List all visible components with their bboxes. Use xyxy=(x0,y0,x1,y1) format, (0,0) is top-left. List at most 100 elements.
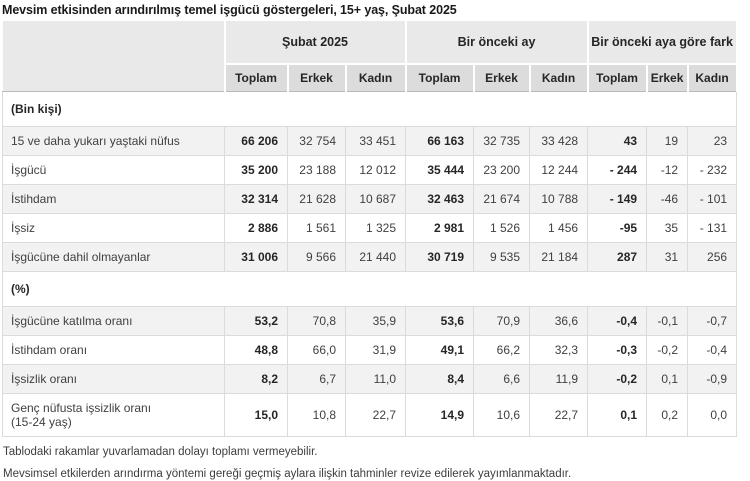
table-row: İşsiz 2 886 1 561 1 325 2 981 1 526 1 45… xyxy=(2,213,738,243)
value-cell: 36,6 xyxy=(529,306,589,336)
column-group-subat-2025: Şubat 2025 xyxy=(223,21,407,65)
value-cell: 22,7 xyxy=(529,393,589,437)
table-row: 15 ve daha yukarı yaştaki nüfus 66 206 3… xyxy=(2,126,738,156)
value-cell: 10 687 xyxy=(344,184,407,214)
value-cell: - 244 xyxy=(587,155,648,185)
value-cell: 6,6 xyxy=(473,364,531,394)
section-row-bin-kisi: (Bin kişi) xyxy=(1,91,738,127)
value-cell: 0,0 xyxy=(687,393,738,437)
footnotes: Tablodaki rakamlar yuvarlamadan dolayı t… xyxy=(2,445,742,481)
column-subheader: Erkek xyxy=(472,64,531,92)
row-label: İşsizlik oranı xyxy=(2,364,225,394)
table-row: İşgücüne katılma oranı 53,2 70,8 35,9 53… xyxy=(2,306,738,336)
value-cell: 12 244 xyxy=(529,155,589,185)
column-group-fark: Bir önceki aya göre fark xyxy=(586,21,738,65)
table-row: Genç nüfusta işsizlik oranı (15-24 yaş) … xyxy=(2,393,738,437)
value-cell: -0,1 xyxy=(646,306,689,336)
value-cell: 10 788 xyxy=(529,184,589,214)
value-cell: 70,9 xyxy=(473,306,531,336)
row-label: İstihdam oranı xyxy=(2,335,225,365)
value-cell: 0,2 xyxy=(646,393,689,437)
value-cell: 32 754 xyxy=(287,126,346,156)
footnote: Tablodaki rakamlar yuvarlamadan dolayı t… xyxy=(3,446,318,458)
value-cell: 66,0 xyxy=(287,335,346,365)
value-cell: 23 188 xyxy=(287,155,346,185)
value-cell: - 232 xyxy=(687,155,738,185)
table-row: İşgücü 35 200 23 188 12 012 35 444 23 20… xyxy=(2,155,738,185)
value-cell: -0,7 xyxy=(687,306,738,336)
value-cell: 35 444 xyxy=(405,155,475,185)
column-subheader: Toplam xyxy=(404,64,475,92)
value-cell: 22,7 xyxy=(344,393,407,437)
value-cell: 21 184 xyxy=(529,242,589,272)
column-subheader: Erkek xyxy=(645,64,689,92)
column-subheader: Kadın xyxy=(686,64,738,92)
value-cell: -0,2 xyxy=(646,335,689,365)
column-subheader: Toplam xyxy=(586,64,648,92)
value-cell: 1 456 xyxy=(529,213,589,243)
section-header: (%) xyxy=(1,271,738,307)
value-cell: 23 200 xyxy=(473,155,531,185)
value-cell: - 131 xyxy=(687,213,738,243)
value-cell: 0,1 xyxy=(646,364,689,394)
value-cell: 12 012 xyxy=(344,155,407,185)
column-group-bir-onceki-ay: Bir önceki ay xyxy=(404,21,589,65)
value-cell: 2 981 xyxy=(405,213,475,243)
value-cell: 10,6 xyxy=(473,393,531,437)
column-subheader-row: Toplam Erkek Kadın Toplam Erkek Kadın To… xyxy=(3,64,738,92)
row-label: İşgücüne dahil olmayanlar xyxy=(2,242,225,272)
value-cell: 33 451 xyxy=(344,126,407,156)
page-title: Mevsim etkisinden arındırılmış temel işg… xyxy=(2,3,457,17)
value-cell: -0,4 xyxy=(587,306,648,336)
value-cell: 11,9 xyxy=(529,364,589,394)
value-cell: 30 719 xyxy=(405,242,475,272)
column-subheader: Kadın xyxy=(528,64,589,92)
value-cell: 21 628 xyxy=(287,184,346,214)
value-cell: 32 314 xyxy=(224,184,288,214)
corner-cell xyxy=(2,21,226,92)
table-row: İstihdam oranı 48,8 66,0 31,9 49,1 66,2 … xyxy=(2,335,738,365)
value-cell: -0,4 xyxy=(687,335,738,365)
value-cell: 31,9 xyxy=(344,335,407,365)
table-row: İşsizlik oranı 8,2 6,7 11,0 8,4 6,6 11,9… xyxy=(2,364,738,394)
value-cell: 35,9 xyxy=(344,306,407,336)
value-cell: 1 526 xyxy=(473,213,531,243)
value-cell: 21 440 xyxy=(344,242,407,272)
value-cell: 35 200 xyxy=(224,155,288,185)
value-cell: 32,3 xyxy=(529,335,589,365)
row-label: 15 ve daha yukarı yaştaki nüfus xyxy=(2,126,225,156)
value-cell: 19 xyxy=(646,126,689,156)
value-cell: 53,6 xyxy=(405,306,475,336)
value-cell: 32 463 xyxy=(405,184,475,214)
value-cell: 66,2 xyxy=(473,335,531,365)
value-cell: -95 xyxy=(587,213,648,243)
value-cell: -0,9 xyxy=(687,364,738,394)
value-cell: 31 xyxy=(646,242,689,272)
labor-force-table: Şubat 2025 Bir önceki ay Bir önceki aya … xyxy=(1,21,738,437)
value-cell: 8,4 xyxy=(405,364,475,394)
value-cell: -0,2 xyxy=(587,364,648,394)
value-cell: -46 xyxy=(646,184,689,214)
row-label: İstihdam xyxy=(2,184,225,214)
table-body: (Bin kişi) 15 ve daha yukarı yaştaki nüf… xyxy=(1,91,738,437)
row-label: İşsiz xyxy=(2,213,225,243)
value-cell: 32 735 xyxy=(473,126,531,156)
section-header: (Bin kişi) xyxy=(1,91,738,127)
column-subheader: Toplam xyxy=(223,64,289,92)
value-cell: 9 535 xyxy=(473,242,531,272)
value-cell: 9 566 xyxy=(287,242,346,272)
value-cell: 1 325 xyxy=(344,213,407,243)
value-cell: 14,9 xyxy=(405,393,475,437)
value-cell: -0,3 xyxy=(587,335,648,365)
row-label: İşgücü xyxy=(2,155,225,185)
footnote: Mevsimsel etkilerden arındırma yöntemi g… xyxy=(3,468,572,480)
value-cell: 48,8 xyxy=(224,335,288,365)
value-cell: 31 006 xyxy=(224,242,288,272)
value-cell: 8,2 xyxy=(224,364,288,394)
column-subheader: Erkek xyxy=(286,64,347,92)
table-row: İşgücüne dahil olmayanlar 31 006 9 566 2… xyxy=(2,242,738,272)
value-cell: -12 xyxy=(646,155,689,185)
table-header: Şubat 2025 Bir önceki ay Bir önceki aya … xyxy=(2,21,738,92)
value-cell: 66 206 xyxy=(224,126,288,156)
